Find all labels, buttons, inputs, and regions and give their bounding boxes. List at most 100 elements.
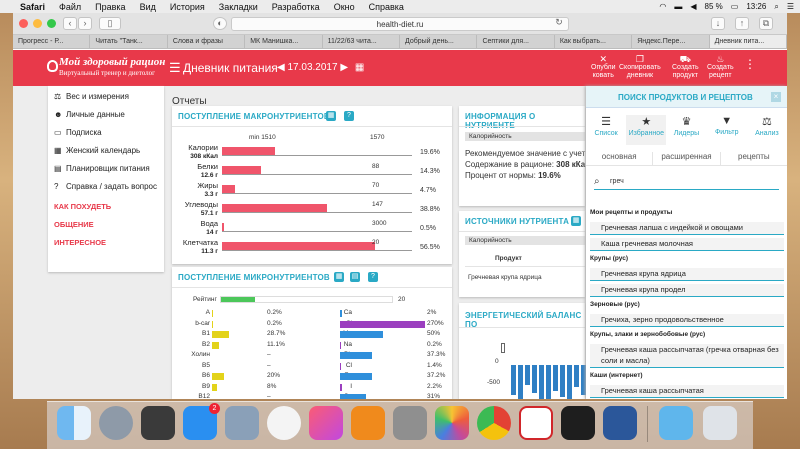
tab-7[interactable]: Как выбрать...	[555, 35, 633, 48]
photos-icon[interactable]	[435, 406, 469, 440]
trash-icon[interactable]	[703, 406, 737, 440]
settings-icon[interactable]	[393, 406, 427, 440]
sources-row[interactable]: Гречневая крупа ядрица	[468, 274, 542, 281]
tab-5[interactable]: Добрый день...	[400, 35, 478, 48]
books-icon[interactable]	[351, 406, 385, 440]
menu-edit[interactable]: Правка	[95, 1, 126, 12]
help-icon[interactable]: ?	[344, 111, 354, 121]
polar-icon[interactable]	[519, 406, 553, 440]
clock[interactable]: 13:26	[746, 2, 767, 11]
publish-button[interactable]: ✕ Опубли ковать	[591, 54, 616, 80]
tab-analysis[interactable]: ⚖ Анализ	[747, 115, 787, 145]
music-icon[interactable]	[309, 406, 343, 440]
wifi-icon[interactable]: ◠	[659, 2, 667, 11]
sidebar-item-planner[interactable]: ▤ Планировщик питания	[54, 164, 150, 173]
copy-diary-button[interactable]: ❐ Скопировать дневник	[619, 54, 661, 80]
create-product-button[interactable]: ⛟ Создать продукт	[672, 54, 699, 80]
close-window-icon[interactable]	[19, 19, 28, 28]
tab-9[interactable]: Дневник пита...	[709, 35, 787, 48]
next-day-icon[interactable]: ▶	[340, 62, 349, 73]
tab-filter[interactable]: ▼ Фильтр	[707, 115, 747, 145]
tab-leaders[interactable]: ♛ Лидеры	[666, 115, 706, 145]
tab-favorites[interactable]: ★ Избранное	[626, 115, 667, 145]
create-recipe-button[interactable]: ♨ Создать рецепт	[707, 54, 734, 80]
tab-2[interactable]: Слова и фразы	[168, 35, 246, 48]
battery-percent[interactable]: 85 %	[704, 2, 723, 11]
prev-day-icon[interactable]: ◀	[277, 62, 285, 73]
result-item[interactable]: Каша гречневая молочная	[590, 238, 784, 251]
subtab-extended[interactable]: расширенная	[652, 152, 721, 165]
grid-icon[interactable]: ▦	[326, 111, 336, 121]
result-item[interactable]: Гречневая крупа продел	[590, 284, 784, 297]
tab-4[interactable]: 11/22/63 чита...	[323, 35, 401, 48]
finder-icon[interactable]	[57, 406, 91, 440]
tabs-overview-icon[interactable]: ⧉	[759, 17, 773, 30]
preview-icon[interactable]	[225, 406, 259, 440]
link-interesting[interactable]: ИНТЕРЕСНОЕ	[54, 238, 107, 247]
calendar-icon[interactable]: ▦	[354, 62, 365, 73]
grid-icon[interactable]: ▦	[571, 216, 581, 226]
close-icon[interactable]: ×	[771, 92, 781, 102]
table-icon[interactable]: ▤	[350, 272, 360, 282]
zoom-window-icon[interactable]	[47, 19, 56, 28]
search-input[interactable]: ⌕ греч	[594, 176, 779, 190]
menu-history[interactable]: История	[169, 1, 205, 12]
chrome-icon[interactable]	[477, 406, 511, 440]
link-community[interactable]: ОБЩЕНИЕ	[54, 220, 94, 229]
sidebar-item-personal[interactable]: ☻ Личные данные	[54, 110, 125, 119]
sidebar-item-weight[interactable]: ⚖ Вес и измерения	[54, 92, 129, 101]
mission-control-icon[interactable]	[141, 406, 175, 440]
back-icon[interactable]: ‹	[63, 17, 77, 30]
sidebar-item-subscription[interactable]: ▭ Подписка	[54, 128, 102, 137]
menu-develop[interactable]: Разработка	[271, 1, 320, 12]
grid-icon[interactable]: ▦	[334, 272, 344, 282]
result-item[interactable]: Гречневая каша рассыпчатая	[590, 385, 784, 398]
share-icon[interactable]: ↑	[735, 17, 749, 30]
download-icon[interactable]: ↓	[711, 17, 725, 30]
launchpad-icon[interactable]	[99, 406, 133, 440]
tab-6[interactable]: Септики для...	[477, 35, 555, 48]
flag-icon[interactable]: ▬	[674, 2, 683, 11]
menu-window[interactable]: Окно	[333, 1, 355, 12]
list-icon[interactable]: ☰	[786, 2, 794, 11]
slider-handle[interactable]	[501, 343, 505, 353]
menu-bookmarks[interactable]: Закладки	[218, 1, 258, 12]
current-date[interactable]: 17.03.2017	[287, 62, 338, 73]
forward-icon[interactable]: ›	[78, 17, 92, 30]
tab-list[interactable]: ☰ Список	[586, 115, 626, 145]
minimize-window-icon[interactable]	[33, 19, 42, 28]
sidebar-item-calendar[interactable]: ▦ Женский календарь	[54, 146, 141, 155]
safari-icon[interactable]	[267, 406, 301, 440]
subtab-basic[interactable]: основная	[601, 152, 637, 161]
menu-help[interactable]: Справка	[368, 1, 404, 12]
folder-icon[interactable]	[659, 406, 693, 440]
logo[interactable]: Мой здоровый рацион Виртуальный тренер и…	[59, 56, 165, 77]
menu-icon[interactable]: ☰	[169, 60, 181, 75]
link-lose-weight[interactable]: КАК ПОХУДЕТЬ	[54, 202, 112, 211]
menu-file[interactable]: Файл	[59, 1, 82, 12]
menu-app[interactable]: Safari	[20, 1, 46, 12]
shield-icon[interactable]: ◐	[213, 17, 227, 30]
search-icon[interactable]: ⌕	[774, 1, 779, 11]
tab-0[interactable]: Прогресс - Р...	[13, 35, 91, 48]
reload-icon[interactable]: ↻	[555, 17, 563, 27]
activity-monitor-icon[interactable]	[561, 406, 595, 440]
tab-3[interactable]: МК Манишка...	[245, 35, 323, 48]
app-store-icon[interactable]: 2	[183, 403, 220, 440]
more-icon[interactable]: ⋮	[744, 57, 756, 71]
battery-icon[interactable]: ▭	[730, 2, 739, 11]
result-item[interactable]: Гречневая лапша с индейкой и овощами	[590, 222, 784, 235]
sidebar-item-help[interactable]: ? Справка / задать вопрос	[54, 182, 158, 191]
tab-1[interactable]: Читать "Танк...	[90, 35, 168, 48]
volume-icon[interactable]: ◀	[690, 2, 697, 11]
result-item[interactable]: Гречиха, зерно продовольственное	[590, 314, 784, 327]
result-item[interactable]: Гречневая каша рассыпчатая (гречка отвар…	[590, 344, 784, 368]
sidebar-toggle-icon[interactable]: ▯	[99, 17, 121, 30]
help-icon[interactable]: ?	[368, 272, 378, 282]
subtab-recipes[interactable]: рецепты	[738, 152, 770, 161]
address-bar[interactable]: health-diet.ru	[231, 17, 569, 31]
menu-view[interactable]: Вид	[139, 1, 156, 12]
tab-8[interactable]: Яндекс.Пере...	[632, 35, 710, 48]
word-icon[interactable]	[603, 406, 637, 440]
result-item[interactable]: Гречневая крупа ядрица	[590, 268, 784, 281]
